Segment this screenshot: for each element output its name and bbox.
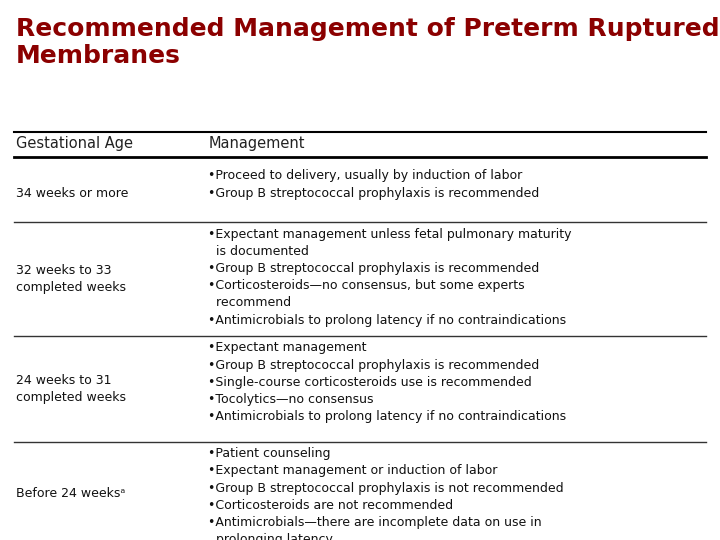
Text: 34 weeks or more: 34 weeks or more xyxy=(16,187,128,200)
Text: 32 weeks to 33
completed weeks: 32 weeks to 33 completed weeks xyxy=(16,264,126,294)
Text: •Proceed to delivery, usually by induction of labor
•Group B streptococcal proph: •Proceed to delivery, usually by inducti… xyxy=(208,170,539,200)
Text: Before 24 weeksᵃ: Before 24 weeksᵃ xyxy=(16,487,125,500)
Text: Gestational Age: Gestational Age xyxy=(16,136,132,151)
Text: •Patient counseling
•Expectant management or induction of labor
•Group B strepto: •Patient counseling •Expectant managemen… xyxy=(208,447,564,540)
Text: 24 weeks to 31
completed weeks: 24 weeks to 31 completed weeks xyxy=(16,374,126,404)
Text: •Expectant management unless fetal pulmonary maturity
  is documented
•Group B s: •Expectant management unless fetal pulmo… xyxy=(208,228,572,327)
Text: •Expectant management
•Group B streptococcal prophylaxis is recommended
•Single-: •Expectant management •Group B streptoco… xyxy=(208,341,567,423)
Text: Recommended Management of Preterm Ruptured
Membranes: Recommended Management of Preterm Ruptur… xyxy=(16,17,719,69)
Text: Management: Management xyxy=(208,136,305,151)
